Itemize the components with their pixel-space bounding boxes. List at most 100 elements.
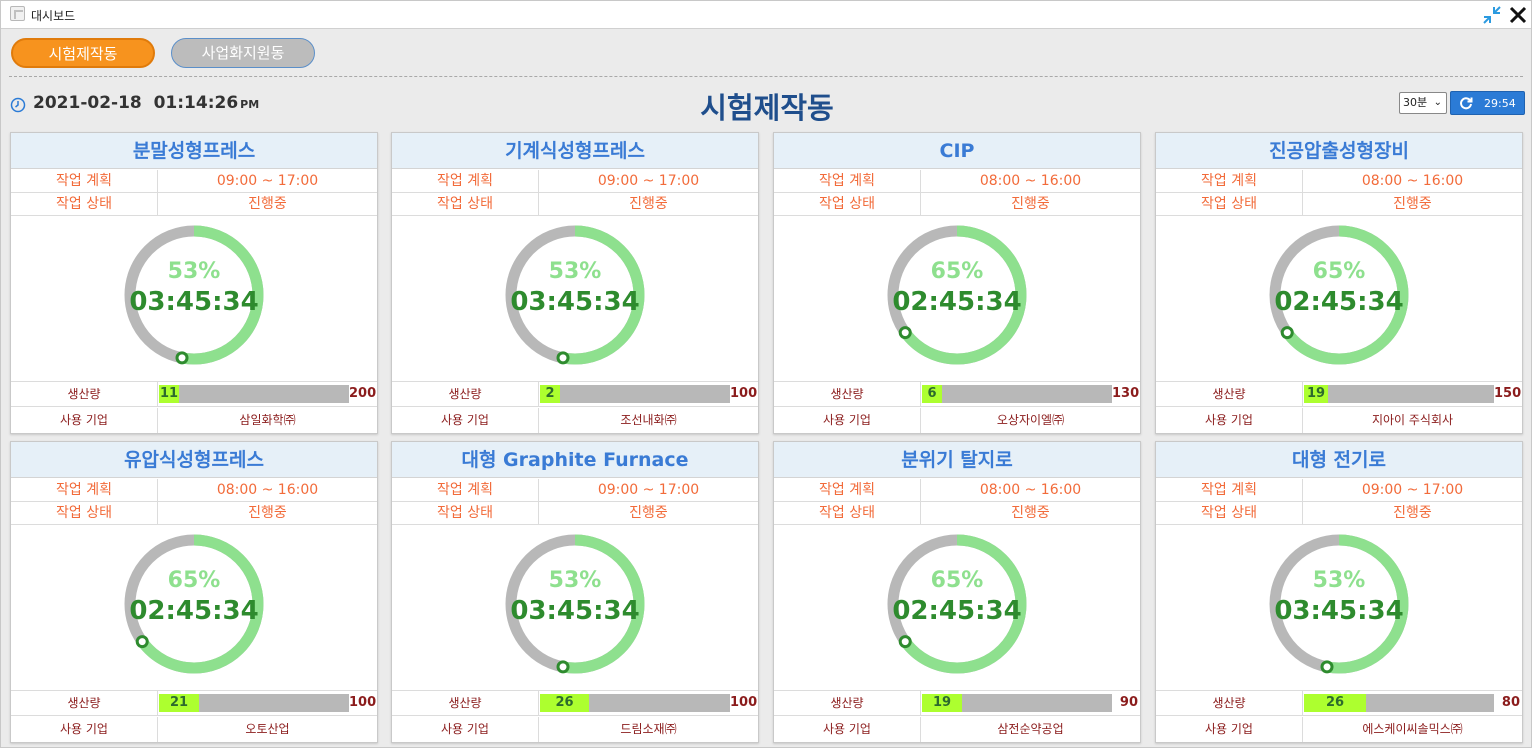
company-label: 사용 기업 <box>392 408 539 433</box>
status-value: 진행중 <box>629 196 668 212</box>
equipment-card: 분말성형프레스 작업 계획 09:00 ~ 17:00 작업 상태 진행중 53… <box>10 132 378 434</box>
refresh-interval-value: 30분 <box>1403 96 1428 109</box>
app-icon <box>10 6 25 21</box>
production-bar-fill <box>159 694 199 712</box>
equipment-name: 기계식성형프레스 <box>392 133 758 169</box>
plan-row: 작업 계획 09:00 ~ 17:00 <box>11 170 377 193</box>
production-label: 생산량 <box>1156 382 1303 406</box>
production-bar: 11 <box>159 385 349 403</box>
production-target: 200 <box>349 386 377 401</box>
window-title: 대시보드 <box>31 9 76 23</box>
status-label: 작업 상태 <box>1156 502 1303 524</box>
progress-percent: 53% <box>1312 568 1366 593</box>
progress-gauge <box>1269 534 1409 674</box>
gauge-progress <box>505 225 645 365</box>
equipment-name: 대형 Graphite Furnace <box>392 442 758 478</box>
production-row: 생산량 19 150 <box>1156 381 1522 407</box>
progress-percent: 65% <box>930 259 984 284</box>
plan-row: 작업 계획 09:00 ~ 17:00 <box>392 479 758 502</box>
production-bar: 2 <box>540 385 730 403</box>
production-label: 생산량 <box>1156 691 1303 715</box>
elapsed-time: 03:45:34 <box>129 287 259 317</box>
production-current: 19 <box>932 695 952 710</box>
refresh-interval-select[interactable]: 30분 ⌄ <box>1399 92 1447 114</box>
gauge-marker <box>1280 326 1294 340</box>
status-row: 작업 상태 진행중 <box>1156 193 1522 216</box>
equipment-card: 유압식성형프레스 작업 계획 08:00 ~ 16:00 작업 상태 진행중 6… <box>10 441 378 743</box>
status-row: 작업 상태 진행중 <box>392 502 758 525</box>
progress-percent: 65% <box>1312 259 1366 284</box>
gauge-marker <box>898 635 912 649</box>
status-label: 작업 상태 <box>11 502 158 524</box>
status-row: 작업 상태 진행중 <box>1156 502 1522 525</box>
gauge-progress <box>887 225 1027 365</box>
company-row: 사용 기업 오상자이엘㈜ <box>774 408 1140 433</box>
elapsed-time: 03:45:34 <box>510 596 640 626</box>
company-row: 사용 기업 삼전순약공업 <box>774 717 1140 742</box>
company-value: 조선내화㈜ <box>620 413 677 427</box>
close-icon[interactable] <box>1507 4 1529 26</box>
progress-gauge <box>505 534 645 674</box>
production-label: 생산량 <box>774 691 921 715</box>
tab-test-production[interactable]: 시험제작동 <box>11 38 155 68</box>
gauge-marker <box>1320 660 1334 674</box>
plan-label: 작업 계획 <box>11 170 158 192</box>
clock-icon <box>10 97 26 113</box>
production-row: 생산량 26 80 <box>1156 690 1522 716</box>
equipment-name: 대형 전기로 <box>1156 442 1522 478</box>
status-value: 진행중 <box>629 505 668 521</box>
production-bar: 21 <box>159 694 349 712</box>
progress-gauge <box>124 225 264 365</box>
elapsed-time: 02:45:34 <box>892 596 1022 626</box>
plan-value: 08:00 ~ 16:00 <box>979 482 1082 498</box>
progress-gauge <box>124 534 264 674</box>
plan-row: 작업 계획 08:00 ~ 16:00 <box>774 170 1140 193</box>
production-current: 2 <box>545 386 555 401</box>
equipment-name: 유압식성형프레스 <box>11 442 377 478</box>
status-row: 작업 상태 진행중 <box>774 502 1140 525</box>
company-label: 사용 기업 <box>1156 408 1303 433</box>
company-row: 사용 기업 조선내화㈜ <box>392 408 758 433</box>
plan-label: 작업 계획 <box>774 479 921 501</box>
equipment-card: 진공압출성형장비 작업 계획 08:00 ~ 16:00 작업 상태 진행중 6… <box>1155 132 1523 434</box>
status-row: 작업 상태 진행중 <box>392 193 758 216</box>
plan-label: 작업 계획 <box>1156 479 1303 501</box>
plan-value: 08:00 ~ 16:00 <box>1361 173 1464 189</box>
company-label: 사용 기업 <box>774 717 921 742</box>
plan-row: 작업 계획 09:00 ~ 17:00 <box>392 170 758 193</box>
plan-value: 09:00 ~ 17:00 <box>216 173 319 189</box>
refresh-button[interactable]: 29:54 <box>1450 91 1525 115</box>
production-bar: 19 <box>922 694 1112 712</box>
elapsed-time: 03:45:34 <box>510 287 640 317</box>
production-bar-fill <box>922 385 942 403</box>
progress-gauge <box>887 534 1027 674</box>
production-target: 130 <box>1112 386 1140 401</box>
progress-percent: 65% <box>930 568 984 593</box>
status-value: 진행중 <box>1011 196 1050 212</box>
status-label: 작업 상태 <box>774 193 921 215</box>
status-row: 작업 상태 진행중 <box>11 502 377 525</box>
production-label: 생산량 <box>11 691 158 715</box>
equipment-name: 분위기 탈지로 <box>774 442 1140 478</box>
gauge-marker <box>898 326 912 340</box>
progress-gauge <box>505 225 645 365</box>
collapse-icon[interactable] <box>1481 4 1503 26</box>
status-label: 작업 상태 <box>1156 193 1303 215</box>
company-label: 사용 기업 <box>11 717 158 742</box>
tab-commercialization-support[interactable]: 사업화지원동 <box>171 38 315 68</box>
elapsed-time: 02:45:34 <box>129 596 259 626</box>
company-label: 사용 기업 <box>1156 717 1303 742</box>
plan-value: 09:00 ~ 17:00 <box>1361 482 1464 498</box>
elapsed-time: 02:45:34 <box>892 287 1022 317</box>
equipment-card: 대형 전기로 작업 계획 09:00 ~ 17:00 작업 상태 진행중 53%… <box>1155 441 1523 743</box>
plan-label: 작업 계획 <box>774 170 921 192</box>
status-value: 진행중 <box>1393 196 1432 212</box>
production-bar: 26 <box>540 694 730 712</box>
company-value: 지아이 주식회사 <box>1371 413 1454 427</box>
current-date: 2021-02-18 <box>33 93 142 113</box>
status-value: 진행중 <box>1011 505 1050 521</box>
title-bar: 대시보드 <box>1 1 1531 29</box>
production-row: 생산량 21 100 <box>11 690 377 716</box>
production-current: 26 <box>555 695 574 710</box>
plan-value: 09:00 ~ 17:00 <box>597 482 700 498</box>
